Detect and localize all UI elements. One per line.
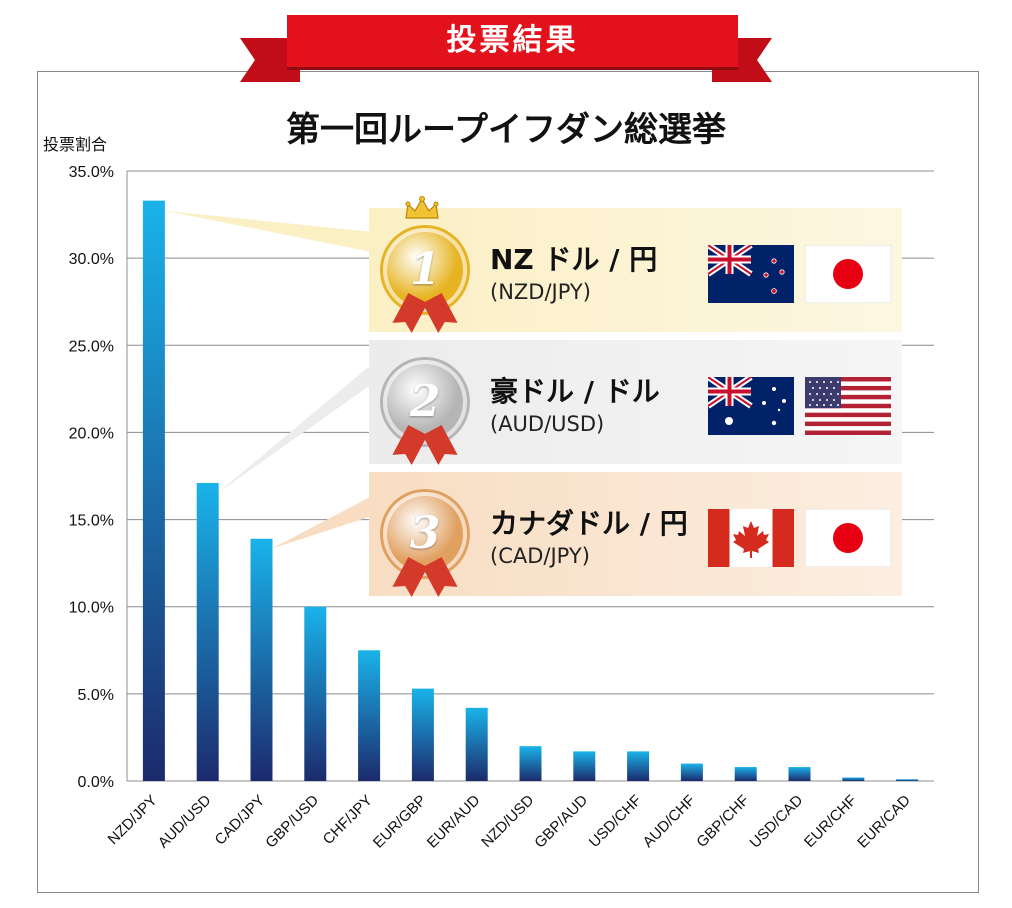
rank-pair-code: (AUD/USD) (490, 412, 605, 436)
silver-medal-icon (383, 360, 467, 444)
callout-wedge (217, 364, 372, 493)
japan-flag-icon (805, 509, 891, 567)
bar-usd-chf (627, 751, 650, 781)
rank-pair-name: NZ ドル / 円 (490, 243, 658, 276)
rank-number: 1 (409, 244, 441, 295)
x-tick-label: GBP/USD (262, 792, 322, 852)
y-tick-label: 5.0% (78, 687, 114, 704)
callout-wedge (271, 496, 372, 549)
y-tick-label: 20.0% (69, 425, 114, 442)
x-tick-label: EUR/CAD (854, 792, 914, 852)
rank-pair-code: (NZD/JPY) (490, 280, 591, 304)
x-tick-label: NZD/JPY (105, 792, 161, 848)
ranking-panel-3: 3 カナダドル / 円 (CAD/JPY) (369, 472, 902, 596)
bar-gbp-aud (573, 751, 596, 781)
bar-chf-jpy (358, 650, 381, 781)
canada-flag-icon (708, 509, 794, 567)
crown-icon (405, 196, 439, 219)
bronze-medal-icon (383, 492, 467, 576)
chart-title: 第一回ループイフダン総選挙 (286, 110, 726, 150)
bar-nzd-usd (519, 746, 542, 781)
bar-gbp-usd (304, 606, 327, 781)
bar-usd-cad (788, 767, 811, 781)
x-tick-label: GBP/CHF (693, 792, 752, 851)
rank-pair-name: カナダドル / 円 (490, 507, 688, 540)
y-axis-label: 投票割合 (43, 135, 108, 154)
bar-cad-jpy (250, 538, 273, 781)
ranking-panel-1: 1 NZ ドル / 円 (NZD/JPY) (369, 208, 902, 332)
x-tick-label: AUD/CHF (640, 792, 699, 851)
bar-aud-chf (680, 763, 703, 781)
y-tick-label: 25.0% (69, 338, 114, 355)
y-tick-label: 30.0% (69, 251, 114, 268)
x-tick-label: GBP/AUD (531, 792, 591, 852)
x-tick-label: AUD/USD (155, 792, 215, 852)
x-tick-label: CAD/JPY (212, 792, 269, 849)
ranking-panel-2: 2 豪ドル / ドル (AUD/USD) (369, 340, 902, 464)
bar-eur-gbp (411, 688, 434, 781)
bar-gbp-chf (734, 767, 757, 781)
y-tick-label: 35.0% (69, 164, 114, 181)
x-tick-label: USD/CHF (586, 792, 645, 851)
usa-flag-icon (805, 377, 891, 435)
bar-eur-cad (896, 779, 919, 781)
bar-nzd-jpy (142, 200, 165, 782)
x-tick-label: CHF/JPY (320, 792, 376, 848)
x-tick-label: EUR/AUD (424, 792, 484, 852)
result-banner: 投票結果 (287, 15, 738, 67)
rank-pair-name: 豪ドル / ドル (490, 375, 660, 408)
bar-eur-aud (465, 707, 488, 781)
rank-pair-code: (CAD/JPY) (490, 544, 590, 568)
rank-number: 3 (409, 508, 441, 559)
japan-flag-icon (805, 245, 891, 303)
callout-wedge (163, 210, 372, 252)
rank-number: 2 (409, 376, 441, 427)
x-tick-label: EUR/CHF (801, 792, 860, 851)
bar-aud-usd (196, 482, 219, 781)
x-tick-label: EUR/GBP (370, 792, 430, 852)
y-tick-label: 15.0% (69, 513, 114, 530)
gold-medal-icon (383, 228, 467, 312)
x-tick-label: USD/CAD (747, 792, 807, 852)
new-zealand-flag-icon (708, 245, 794, 303)
australia-flag-icon (708, 377, 794, 435)
x-tick-label: NZD/USD (478, 792, 537, 851)
bar-eur-chf (842, 777, 865, 781)
y-tick-label: 10.0% (69, 600, 114, 617)
y-tick-label: 0.0% (78, 774, 114, 791)
